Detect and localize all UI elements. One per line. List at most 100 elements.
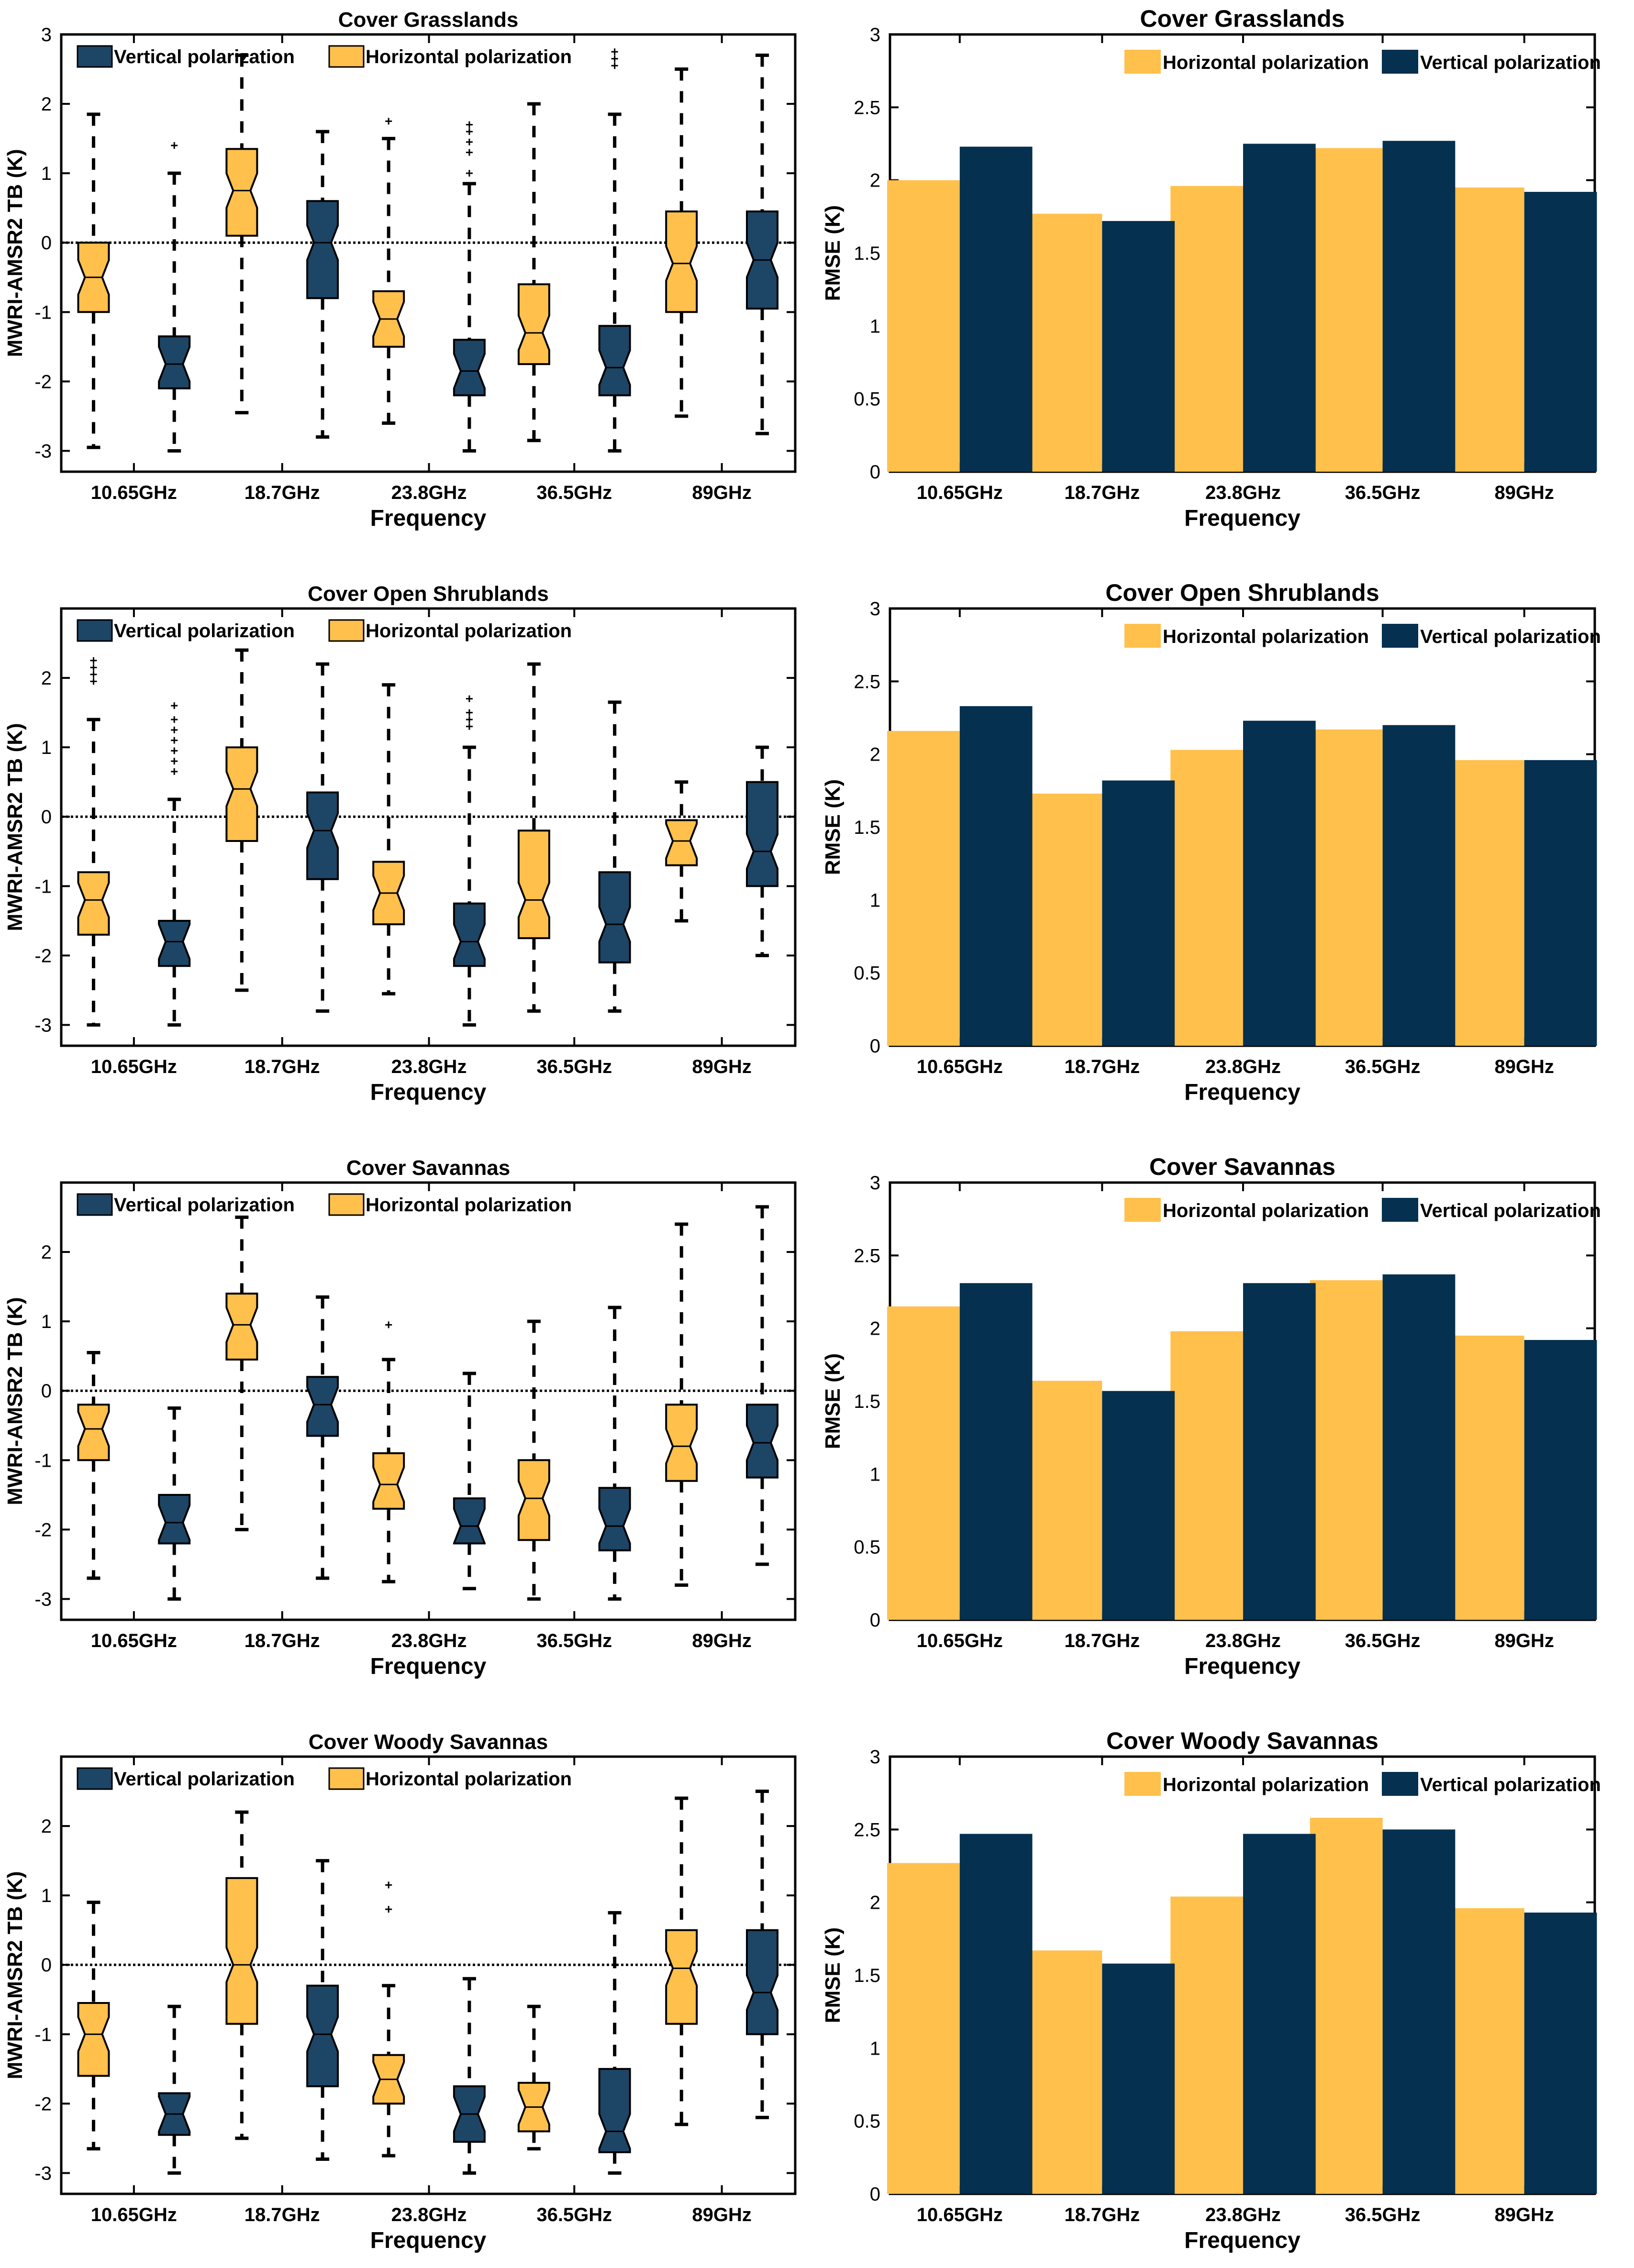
outlier-marker — [171, 768, 178, 775]
outlier-marker — [385, 1881, 392, 1889]
y-tick-label: 1 — [870, 2038, 880, 2059]
notched-box — [746, 781, 778, 887]
notched-box — [77, 2002, 110, 2077]
x-tick-label: 10.65GHz — [917, 2204, 1003, 2225]
outlier-marker — [385, 118, 392, 125]
outlier-marker — [466, 128, 473, 135]
x-tick-label: 89GHz — [1494, 482, 1554, 503]
outlier-marker — [466, 138, 473, 145]
bar-vertical-3: Vertical polarization 23.8GHz: 2.23 — [1243, 720, 1316, 1046]
y-axis-label: RMSE (K) — [821, 1927, 845, 2023]
outlier-marker — [171, 702, 178, 709]
y-tick-label: 0 — [41, 232, 52, 254]
bar-vertical-1: Vertical polarization 10.65GHz: 2.33 — [959, 706, 1033, 1046]
x-tick-label: 18.7GHz — [1064, 1056, 1140, 1077]
rmse-bar-panel-1: 0 0.5 1 1.5 2 2.5 3 10.65GHz 18.7GHz 23.8GHz 36.5G… — [821, 5, 1601, 531]
y-tick-label: 2 — [41, 1242, 52, 1263]
notched-box — [453, 902, 486, 967]
chart-title: Cover Open Shrublands — [308, 582, 549, 606]
outlier-marker — [466, 170, 473, 177]
chart-title: Cover Savannas — [346, 1156, 510, 1180]
bar-vertical-3: Vertical polarization 23.8GHz: 2.25 — [1243, 144, 1316, 472]
legend-label-vertical: Vertical polarization — [1420, 626, 1601, 647]
notched-box — [665, 1404, 698, 1482]
bar-vertical-5: Vertical polarization 89GHz: 1.92 — [1524, 192, 1597, 472]
chart-title: Cover Grasslands — [1140, 5, 1345, 32]
box-vertical-1 — [158, 142, 191, 453]
bar-horizontal-2: Horizontal polarization 18.7GHz: 1.77 — [1029, 213, 1102, 472]
x-axis-label: Frequency — [370, 2228, 487, 2253]
bar-horizontal-2: Horizontal polarization 18.7GHz: 1.73 — [1029, 793, 1102, 1046]
y-tick-label: 2.5 — [854, 1245, 880, 1266]
x-tick-label: 23.8GHz — [1205, 2204, 1281, 2225]
y-tick-label: 1 — [870, 890, 880, 911]
x-axis-label: Frequency — [1184, 1654, 1301, 1679]
y-tick-label: 3 — [41, 24, 52, 45]
legend-swatch-horizontal — [328, 1767, 365, 1790]
legend-label-vertical: Vertical polarization — [114, 1769, 295, 1790]
outlier-marker — [90, 678, 97, 685]
outlier-marker — [90, 671, 97, 678]
rmse-bar-panel-3: 0 0.5 1 1.5 2 2.5 3 10.65GHz 18.7GHz 23.8GHz 36.5G… — [821, 1153, 1601, 1679]
boxplot-panel-3: -3 -2 -1 0 1 2 10.65GHz 18.7GHz 23.8GHz 36.5GHz 89… — [3, 1156, 797, 1679]
box-vertical-4 — [598, 700, 631, 1013]
y-tick-label: 3 — [870, 1173, 880, 1194]
legend-swatch-vertical — [1382, 50, 1418, 74]
bar-horizontal-3: Horizontal polarization 23.8GHz: 2.03 — [1170, 750, 1243, 1046]
notched-box — [665, 819, 698, 866]
bar-horizontal-5: Horizontal polarization 89GHz: 1.95 — [1451, 1335, 1524, 1620]
box-vertical-4 — [598, 1911, 631, 2175]
y-tick-label: -3 — [34, 1589, 52, 1610]
y-tick-label: -2 — [34, 945, 52, 966]
outlier-marker — [171, 726, 178, 733]
box-vertical-2 — [306, 1295, 339, 1580]
bar-horizontal-4: Horizontal polarization 36.5GHz: 2.33 — [1310, 1280, 1383, 1620]
outlier-marker — [171, 737, 178, 744]
bar-horizontal-4: Horizontal polarization 36.5GHz: 2.58 — [1310, 1817, 1383, 2194]
y-tick-label: 0 — [41, 807, 52, 828]
legend-swatch-vertical — [77, 619, 113, 642]
x-tick-label: 23.8GHz — [391, 1056, 467, 1077]
y-tick-label: 0.5 — [854, 963, 880, 984]
bar-vertical-2: Vertical polarization 18.7GHz: 1.72 — [1102, 221, 1175, 472]
x-tick-label: 36.5GHz — [536, 1630, 612, 1651]
bar-vertical-5: Vertical polarization 89GHz: 1.96 — [1524, 760, 1597, 1046]
y-tick-label: 0.5 — [854, 389, 880, 410]
x-tick-label: 36.5GHz — [1345, 1630, 1421, 1651]
bar-vertical-3: Vertical polarization 23.8GHz: 2.47 — [1243, 1834, 1316, 2194]
legend: Horizontal polarization Vertical polariza… — [1124, 624, 1601, 648]
legend-label-vertical: Vertical polarization — [114, 1195, 295, 1216]
y-tick-label: 3 — [870, 24, 880, 45]
bar-horizontal-1: Horizontal polarization 10.65GHz: 2.15 — [887, 1306, 960, 1620]
y-tick-label: 2 — [41, 94, 52, 115]
bar-vertical-1: Vertical polarization 10.65GHz: 2.31 — [959, 1283, 1033, 1620]
x-tick-label: 23.8GHz — [391, 2204, 467, 2225]
notched-box — [665, 210, 698, 313]
boxplot-panel-4: -3 -2 -1 0 1 2 10.65GHz 18.7GHz 23.8GHz 36.5GHz 89… — [3, 1730, 797, 2253]
y-tick-label: -2 — [34, 1519, 52, 1540]
legend-label-vertical: Vertical polarization — [1420, 1774, 1601, 1795]
outlier-marker — [466, 716, 473, 723]
box-horizontal-1 — [77, 112, 110, 449]
y-tick-label: -3 — [34, 1015, 52, 1036]
y-tick-label: -3 — [34, 2163, 52, 2184]
rmse-bar-panel-4: 0 0.5 1 1.5 2 2.5 3 10.65GHz 18.7GHz 23.8GHz 36.5G… — [821, 1727, 1601, 2253]
x-axis-label: Frequency — [370, 1080, 487, 1105]
outlier-marker — [385, 1321, 392, 1328]
outlier-marker — [90, 657, 97, 664]
y-tick-label: 3 — [870, 598, 880, 620]
legend-label-horizontal: Horizontal polarization — [366, 1195, 572, 1216]
box-horizontal-5 — [665, 780, 698, 923]
notched-box — [517, 830, 550, 940]
y-tick-label: -2 — [34, 371, 52, 392]
x-tick-label: 10.65GHz — [91, 1056, 177, 1077]
legend-swatch-horizontal — [1124, 624, 1161, 648]
box-vertical-1 — [158, 2004, 191, 2175]
x-tick-label: 18.7GHz — [245, 1056, 320, 1077]
outlier-marker — [466, 149, 473, 156]
box-horizontal-3 — [372, 1881, 405, 2157]
outlier-marker — [611, 48, 618, 55]
y-tick-label: 2 — [870, 744, 880, 765]
y-tick-label: 1.5 — [854, 1391, 880, 1412]
